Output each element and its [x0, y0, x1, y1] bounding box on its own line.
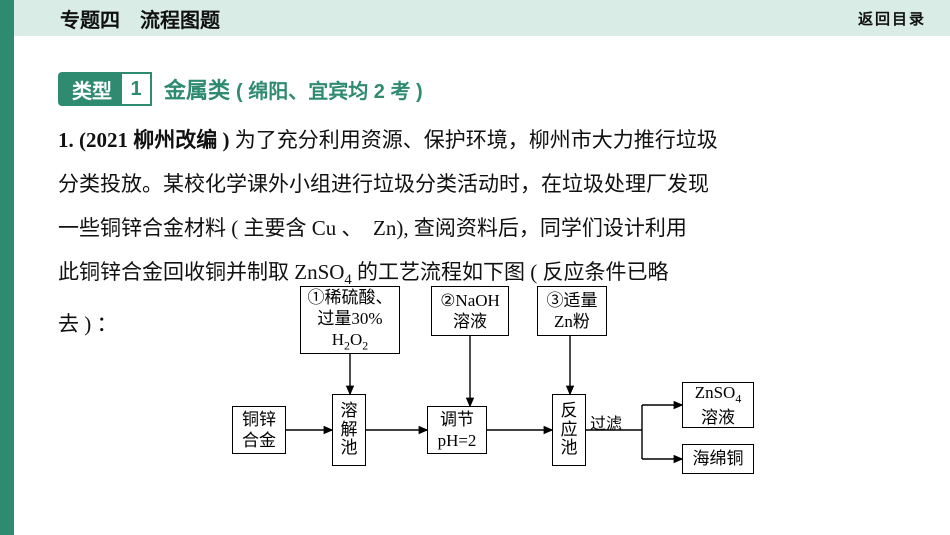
header-bar: 专题四 流程图题 返回目录	[14, 0, 950, 36]
question-lead: 1. (2021 柳州改编 )	[58, 128, 230, 152]
box-react: 反 应 池	[552, 394, 586, 466]
box-reagent1: ①稀硫酸、 过量30% H2O2	[300, 286, 400, 354]
reagent2-line1: ②NaOH	[440, 290, 500, 311]
reagent2-line2: 溶液	[453, 311, 487, 332]
box-reagent2: ②NaOH 溶液	[431, 286, 509, 336]
input-line1: 铜锌	[242, 409, 276, 430]
return-to-toc[interactable]: 返回目录	[858, 8, 926, 29]
dissolve-c1: 溶	[341, 402, 358, 421]
out-sol-line2: 溶液	[701, 407, 735, 428]
type-heading: 类型 1 金属类 ( 绵阳、宜宾均 2 考 )	[58, 72, 423, 106]
question-line5: 去 ) ：	[58, 312, 118, 336]
out-copper-text: 海绵铜	[693, 448, 744, 469]
ph-line2: pH=2	[438, 430, 477, 451]
type-number: 1	[122, 72, 152, 106]
box-ph: 调节 pH=2	[427, 406, 487, 454]
question-line4a: 此铜锌合金回收铜并制取 ZnSO	[58, 260, 344, 284]
react-c1: 反	[561, 402, 578, 421]
question-line4b: 的工艺流程如下图 ( 反应条件已略	[352, 260, 669, 284]
type-chip: 类型	[58, 72, 122, 106]
box-out-solution: ZnSO4 溶液	[682, 382, 754, 428]
react-c2: 应	[561, 421, 578, 440]
dissolve-c2: 解	[341, 421, 358, 440]
box-out-copper: 海绵铜	[682, 444, 754, 474]
reagent1-line1: ①稀硫酸、	[308, 287, 393, 308]
question-line1: 为了充分利用资源、保护环境，柳州市大力推行垃圾	[230, 128, 718, 152]
box-dissolve: 溶 解 池	[332, 394, 366, 466]
reagent3-line2: Zn粉	[554, 311, 590, 332]
input-line2: 合金	[242, 430, 276, 451]
flowchart: ①稀硫酸、 过量30% H2O2 ②NaOH 溶液 ③适量 Zn粉 铜锌 合金 …	[232, 286, 852, 506]
question-line3: 一些铜锌合金材料 ( 主要含 Cu 、 Zn), 查阅资料后，同学们设计利用	[58, 216, 687, 240]
type-subnote: ( 绵阳、宜宾均 2 考 )	[236, 75, 423, 104]
out-sol-line1: ZnSO4	[695, 382, 742, 406]
page-title: 专题四 流程图题	[60, 4, 220, 33]
box-reagent3: ③适量 Zn粉	[537, 286, 607, 336]
box-input: 铜锌 合金	[232, 406, 286, 454]
reagent1-line3: H2O2	[332, 329, 368, 353]
react-c3: 池	[561, 439, 578, 458]
edge-label-filter: 过滤	[590, 410, 622, 434]
left-accent-stripe	[0, 0, 14, 535]
ph-line1: 调节	[440, 409, 474, 430]
type-label: 金属类	[164, 73, 230, 105]
question-line2: 分类投放。某校化学课外小组进行垃圾分类活动时，在垃圾处理厂发现	[58, 172, 709, 196]
dissolve-c3: 池	[341, 439, 358, 458]
reagent1-line2: 过量30%	[317, 308, 382, 329]
reagent3-line1: ③适量	[547, 290, 598, 311]
